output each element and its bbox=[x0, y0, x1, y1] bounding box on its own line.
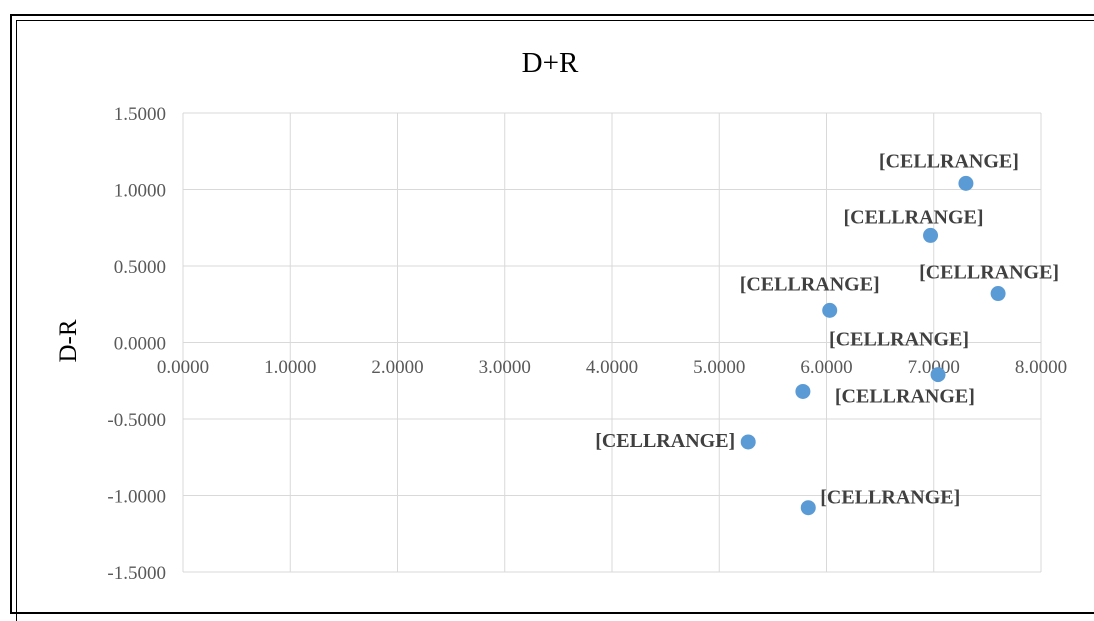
data-label: [CELLRANGE] bbox=[844, 206, 984, 228]
y-tick-label: 0.0000 bbox=[114, 334, 166, 355]
scatter-point bbox=[800, 500, 816, 516]
data-label: [CELLRANGE] bbox=[820, 487, 960, 509]
scatter-point bbox=[740, 434, 756, 450]
x-tick-label: 8.0000 bbox=[1015, 357, 1067, 378]
scatter-point bbox=[990, 286, 1006, 302]
chart-frame bbox=[10, 14, 1094, 614]
data-label: [CELLRANGE] bbox=[879, 150, 1019, 172]
y-tick-label: -1.0000 bbox=[107, 487, 166, 508]
y-tick-label: 0.5000 bbox=[114, 257, 166, 278]
chart-inner-border bbox=[16, 20, 1094, 621]
data-label: [CELLRANGE] bbox=[835, 385, 975, 407]
y-tick-labels: 1.5000 1.0000 0.5000 0.0000 -0.5000 -1.0000 -1… bbox=[107, 104, 166, 584]
x-tick-label: 1.0000 bbox=[264, 357, 316, 378]
data-labels: [CELLRANGE] [CELLRANGE] [CELLRANGE] [CELLRA… bbox=[595, 150, 1059, 508]
y-tick-label: 1.5000 bbox=[114, 104, 166, 125]
x-tick-label: 0.0000 bbox=[157, 357, 209, 378]
x-tick-label: 4.0000 bbox=[586, 357, 638, 378]
y-axis-label: D-R bbox=[55, 319, 82, 362]
scatter-chart: D+R D-R 0.0000 1.0000 2.0000 3.0000 4.0000 5.… bbox=[55, 47, 1067, 584]
gridlines bbox=[182, 112, 1042, 573]
y-tick-label: -1.5000 bbox=[107, 563, 166, 584]
scatter-point bbox=[822, 302, 838, 318]
data-points bbox=[740, 175, 1006, 516]
y-tick-label: 1.0000 bbox=[114, 181, 166, 202]
data-label: [CELLRANGE] bbox=[740, 273, 880, 295]
x-tick-label: 2.0000 bbox=[371, 357, 423, 378]
x-tick-labels: 0.0000 1.0000 2.0000 3.0000 4.0000 5.0000 6.00… bbox=[157, 357, 1067, 378]
data-label: [CELLRANGE] bbox=[595, 430, 735, 452]
scatter-point bbox=[958, 175, 974, 191]
x-tick-label: 6.0000 bbox=[800, 357, 852, 378]
x-tick-label: 3.0000 bbox=[479, 357, 531, 378]
y-tick-label: -0.5000 bbox=[107, 410, 166, 431]
x-tick-label: 7.0000 bbox=[908, 357, 960, 378]
scatter-point bbox=[930, 367, 946, 383]
data-label: [CELLRANGE] bbox=[919, 262, 1059, 284]
scatter-point bbox=[795, 383, 811, 399]
data-label: [CELLRANGE] bbox=[829, 329, 969, 351]
chart-title: D+R bbox=[522, 47, 579, 79]
scatter-point bbox=[923, 227, 939, 243]
x-tick-label: 5.0000 bbox=[693, 357, 745, 378]
